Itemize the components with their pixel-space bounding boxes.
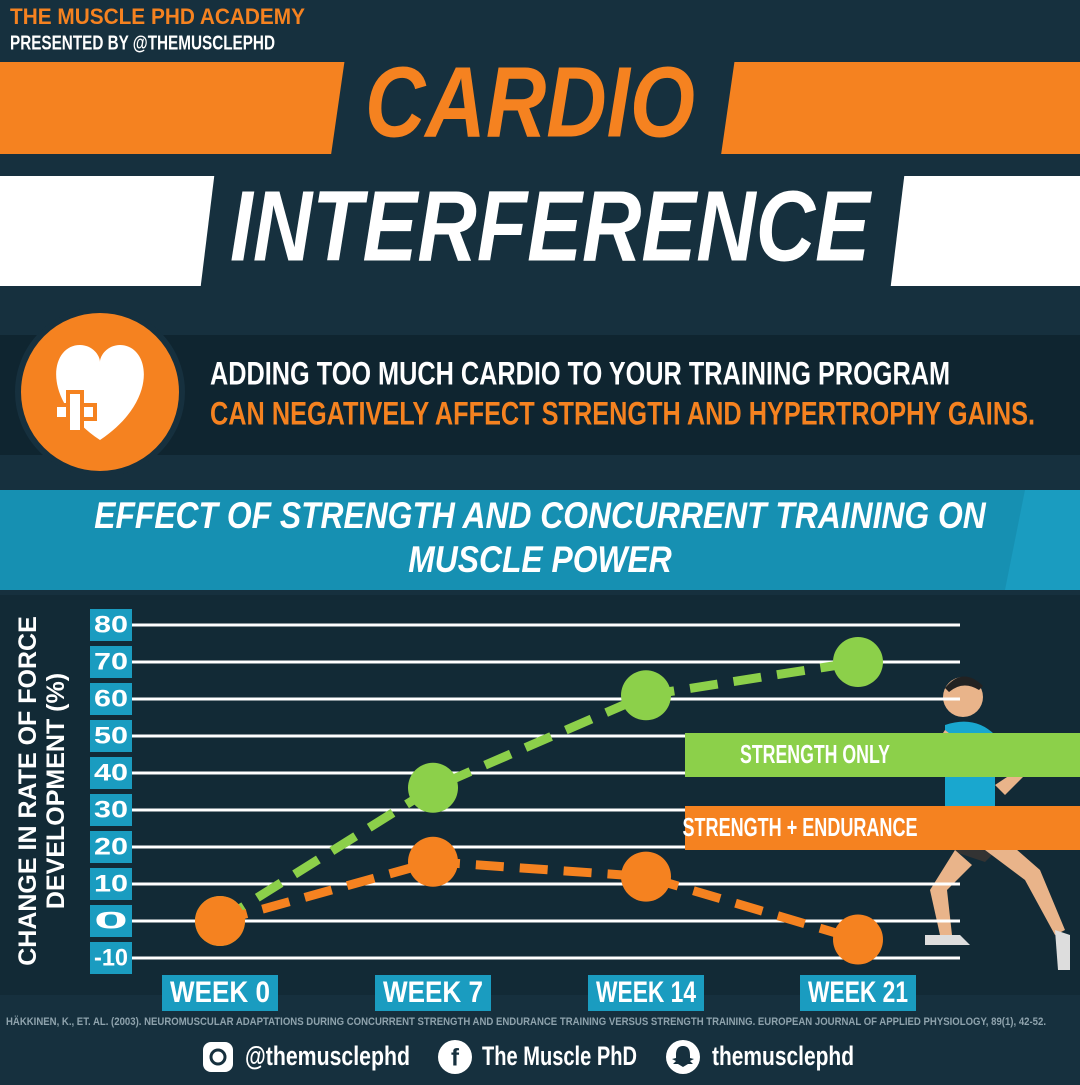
chart-title-box	[0, 490, 1025, 590]
y-tick-label: 30	[94, 796, 128, 823]
y-tick-label: 20	[94, 833, 128, 860]
title-box	[200, 170, 905, 292]
facebook-handle[interactable]: The Muscle PhD	[482, 1041, 637, 1071]
x-tick-box	[162, 975, 278, 1011]
x-tick-box	[588, 975, 704, 1011]
series-line	[218, 857, 860, 944]
data-point	[833, 637, 883, 687]
y-axis-label: CHANGE IN RATE OF FORCE DEVELOPMENT (%)	[14, 616, 70, 966]
x-tick-label: WEEK 21	[808, 976, 908, 1009]
y-tick-box	[90, 757, 132, 789]
x-tick-box	[800, 975, 916, 1011]
y-tick-label: 70	[94, 648, 128, 675]
y-tick-label: 10	[94, 870, 128, 897]
instagram-handle[interactable]: @themusclephd	[245, 1041, 410, 1071]
y-tick-label: 80	[94, 611, 128, 638]
y-tick-box	[90, 609, 132, 641]
y-tick-label: 40	[94, 759, 128, 786]
data-point	[833, 914, 883, 965]
chart-area	[0, 595, 1080, 995]
presenter: PRESENTED BY @THEMUSCLEPHD	[10, 32, 275, 54]
facebook-glyph: f	[451, 1044, 460, 1071]
y-tick-box	[90, 794, 132, 826]
chart-title: EFFECT OF STRENGTH AND CONCURRENT TRAINI…	[94, 495, 986, 580]
snapchat-glyph	[672, 1046, 694, 1067]
citation: HÄKKINEN, K., ET. AL. (2003). NEUROMUSCU…	[6, 1015, 1046, 1028]
cross	[66, 390, 84, 434]
x-tick-label: WEEK 14	[596, 976, 696, 1009]
y-tick-box	[90, 683, 132, 715]
data-point	[408, 836, 458, 887]
y-label-holder: CHANGE IN RATE OF FORCE DEVELOPMENT (%)	[14, 616, 70, 966]
facebook-icon	[438, 1040, 472, 1074]
y-tick-label: -10	[94, 944, 128, 971]
series-line	[217, 657, 859, 925]
instagram-icon	[203, 1042, 233, 1072]
y-tick-box	[90, 831, 132, 863]
legend-swatch	[685, 733, 1080, 777]
snapchat-handle[interactable]: themusclephd	[712, 1041, 854, 1071]
data-point	[621, 670, 671, 721]
legend-swatch	[685, 806, 1080, 850]
title-line2: INTERFERENCE	[230, 170, 873, 282]
y-tick-label: 0	[94, 907, 128, 934]
title-box	[330, 58, 735, 162]
data-point	[621, 851, 671, 902]
intro-line2: CAN NEGATIVELY AFFECT STRENGTH AND HYPER…	[210, 395, 1035, 431]
brand: THE MUSCLE PHD ACADEMY	[10, 4, 305, 29]
legend-label: STRENGTH + ENDURANCE	[683, 812, 918, 842]
y-tick-label: 60	[94, 685, 128, 712]
y-tick-label: 50	[94, 722, 128, 749]
x-tick-box	[375, 975, 491, 1011]
intro-line1: ADDING TOO MUCH CARDIO TO YOUR TRAINING …	[210, 355, 950, 391]
x-tick-label: WEEK 7	[383, 976, 483, 1009]
y-tick-box	[90, 646, 132, 678]
y-tick-box	[90, 942, 132, 974]
legend-label: STRENGTH ONLY	[740, 739, 890, 769]
data-point	[195, 896, 245, 946]
data-point	[408, 762, 458, 813]
y-tick-box	[90, 868, 132, 900]
x-tick-label: WEEK 0	[170, 976, 270, 1009]
instagram-icon	[209, 1048, 227, 1066]
title-line1: CARDIO	[365, 46, 695, 158]
y-tick-box	[90, 905, 132, 937]
chart-title-holder: EFFECT OF STRENGTH AND CONCURRENT TRAINI…	[94, 495, 986, 580]
y-tick-box	[90, 720, 132, 752]
